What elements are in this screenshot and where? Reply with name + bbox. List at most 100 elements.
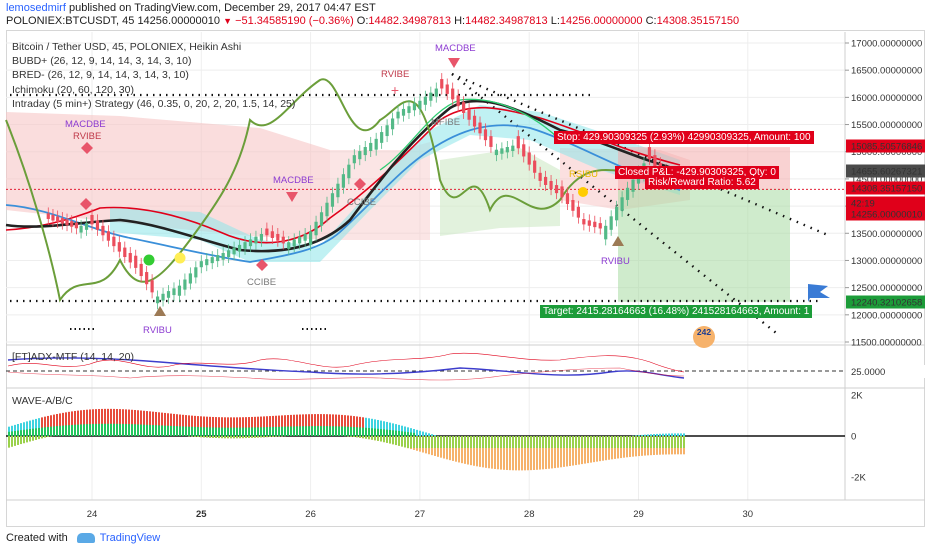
wave-bar [89,409,91,436]
candle-body [412,103,417,111]
wave-bar [44,427,46,436]
candle-body [380,132,384,143]
wave-bar [23,436,25,444]
wave-bar [569,436,571,467]
candle-body [538,172,542,181]
wave-bar [362,427,364,436]
wave-bar [131,424,133,436]
wave-bar [293,414,295,436]
wave-bar [305,414,307,436]
legend-symbol[interactable]: Bitcoin / Tether USD, 45, POLONIEX, Heik… [12,41,242,53]
open-label: O: [356,15,369,27]
wave-bar [221,427,223,436]
candle-body [516,136,520,149]
price-marker-label: 15085.50576846 [851,142,922,153]
wave-bar [44,436,46,438]
wave-bar [539,436,541,470]
wave-bar [92,409,94,436]
tradingview-brand[interactable]: TradingView [99,532,161,544]
wave-bar [95,409,97,436]
wave-bar [449,436,451,448]
wave-title[interactable]: WAVE-A/B/C [12,395,73,407]
signal-rvibe-2: RVIBE [73,131,102,142]
wave-bar [266,436,268,438]
wave-bar [86,424,88,436]
buy-triangle [154,306,166,316]
wave-bar [278,426,280,436]
candle-body [166,291,171,298]
price-axis[interactable]: 17000.00000000 16500.00000000 16000.000000… [845,39,925,349]
publish-line: lemosedmirf published on TradingView.com… [6,2,376,15]
wave-bar [413,436,415,448]
wave-bar [260,416,262,436]
candle-body [134,255,138,268]
wave-bar [125,409,127,436]
wave-bar [287,415,289,436]
time-tick-label: 27 [415,509,426,520]
wave-bar [242,427,244,436]
wave-bar [443,436,445,448]
stop-label: Stop: 429.90309325 (2.93%) 42990309325, … [554,131,814,144]
wave-bar [383,421,385,436]
wave-bar [194,415,196,436]
price-marker-label: 42:19 [851,199,875,210]
wave-bar [368,418,370,436]
legend-strategy[interactable]: Intraday (5 min+) Strategy (46, 0.35, 0,… [12,97,296,110]
wave-bar [257,436,259,438]
legend-ichimoku[interactable]: Ichimoku (20, 60, 120, 30) [12,83,134,96]
wave-bar [200,436,202,438]
wave-bar [395,430,397,436]
candle-body [500,148,504,154]
candle-body [155,296,160,304]
candle-body [237,244,242,252]
tradingview-logo-icon[interactable] [76,533,95,544]
wave-bar [350,436,352,437]
price-marker-label: 14256.00000010 [851,210,922,221]
legend-bred[interactable]: BRED- (26, 12, 9, 14, 14, 3, 14, 3, 10) [12,69,189,82]
wave-bar [455,436,457,448]
time-tick-label: 26 [305,509,316,520]
price-tick-label: 16500.00000000 [851,66,922,77]
wave-bar [605,436,607,461]
time-tick-label: 28 [524,509,535,520]
wave-bar [194,426,196,436]
wave-bar [341,426,343,436]
legend-bubd[interactable]: BUBD+ (26, 12, 9, 14, 14, 3, 14, 3, 10) [12,55,192,68]
wave-bar [392,430,394,436]
wave-bar [365,436,367,439]
wave-bar [593,436,595,463]
candle-body [456,95,460,107]
wave-bar [119,409,121,436]
wave-bar [50,415,52,436]
wave-bar [203,416,205,436]
wave-bar [197,416,199,436]
adx-title[interactable]: [FT]ADX-MTF (14, 14, 20) [12,351,134,363]
wave-bar [560,436,562,468]
signal-rvibe-1: RVIBE [381,69,410,80]
candle-body [172,288,176,296]
wave-bar [350,415,352,436]
badge-count: 242 [697,327,711,337]
wave-bar [299,414,301,436]
candle-body [194,267,198,278]
wave-bar [632,436,634,448]
wave-bar [26,429,28,436]
heikin-ashi-candles [46,73,668,310]
wave-bar [479,436,481,448]
wave-bar [578,436,580,465]
wave-bar [386,429,388,436]
candle-body [188,273,192,284]
candle-body [74,222,78,229]
wave-bar [554,436,556,448]
candle-body [352,155,356,164]
wave-bar [506,436,508,471]
time-axis[interactable]: 24 25 26 27 28 29 30 [87,509,753,520]
author-link[interactable]: lemosedmirf [6,2,66,14]
time-tick-label: 25 [196,509,207,520]
wave-bar [155,411,157,436]
wave-bar [32,419,34,436]
wave-bar [305,426,307,436]
wave-bar [350,426,352,436]
wave-bar [41,427,43,436]
